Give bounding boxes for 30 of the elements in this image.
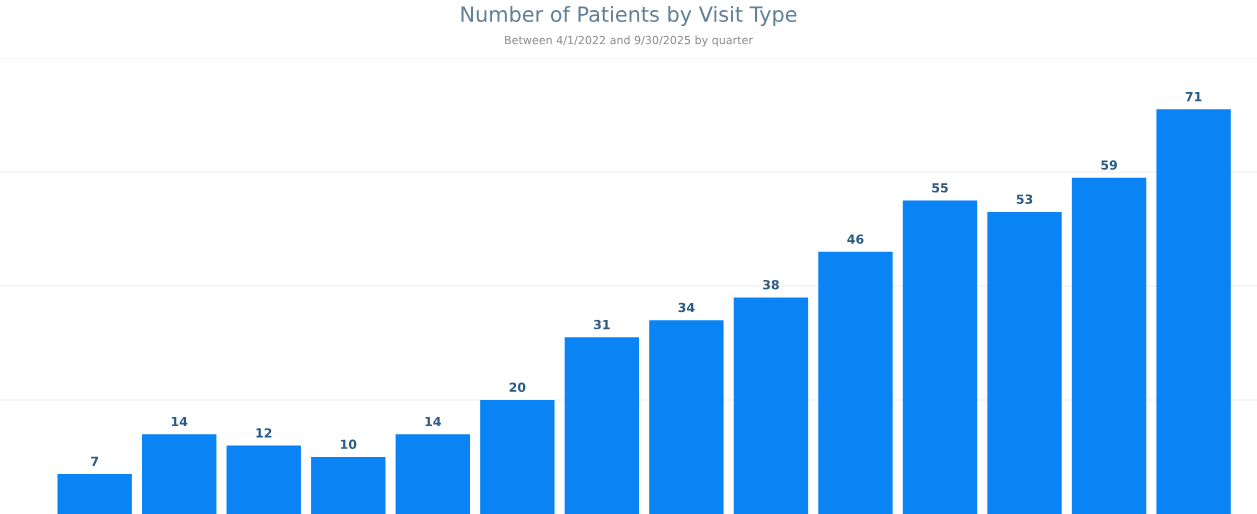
bar xyxy=(395,434,470,514)
data-label: 55 xyxy=(932,183,948,193)
bar xyxy=(480,400,555,514)
bar xyxy=(564,337,640,514)
bar xyxy=(818,251,893,514)
bar xyxy=(142,434,217,514)
bar xyxy=(649,320,724,514)
bar xyxy=(902,200,978,514)
bar xyxy=(311,457,386,514)
bar xyxy=(226,445,301,514)
data-label: 12 xyxy=(256,428,272,438)
chart-title: Number of Patients by Visit Type xyxy=(461,5,797,27)
data-label: 46 xyxy=(847,234,864,244)
data-label: 7 xyxy=(91,456,99,466)
data-label: 14 xyxy=(425,416,441,427)
data-label: 10 xyxy=(340,439,357,450)
bar xyxy=(733,297,809,514)
data-label: 38 xyxy=(763,279,779,290)
data-label: 31 xyxy=(594,319,610,330)
bar xyxy=(57,474,132,514)
data-label: 34 xyxy=(678,302,695,313)
bar xyxy=(1156,109,1231,514)
data-label: 20 xyxy=(509,382,526,393)
data-label: 14 xyxy=(171,416,188,427)
chart-subtitle: Between 4/1/2022 and 9/30/2025 by quarter xyxy=(505,35,753,47)
bar xyxy=(987,211,1062,514)
data-label: 59 xyxy=(1101,160,1117,170)
data-label: 71 xyxy=(1185,92,1202,102)
data-label: 53 xyxy=(1016,194,1033,204)
bar xyxy=(1071,177,1147,514)
